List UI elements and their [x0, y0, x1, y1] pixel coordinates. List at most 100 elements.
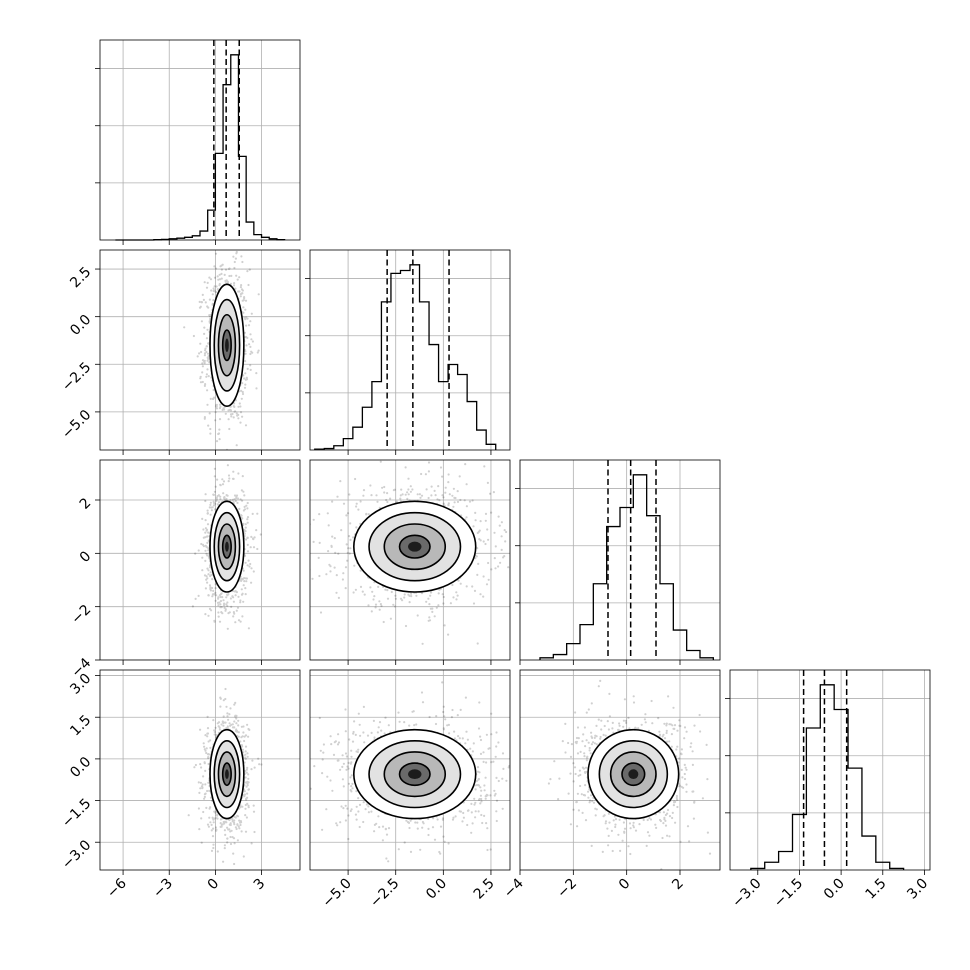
hist-panel-2 [515, 459, 721, 665]
grid-y [100, 68, 300, 184]
scatter-point [205, 345, 208, 348]
scatter-point [215, 496, 218, 499]
scatter-point [484, 519, 487, 522]
scatter-point [456, 714, 459, 717]
scatter-point [201, 359, 205, 362]
grid-x [122, 250, 262, 450]
scatter-point [214, 811, 217, 814]
scatter-point [486, 794, 489, 797]
scatter-point [430, 591, 433, 594]
scatter-point [478, 538, 481, 541]
scatter-point [244, 830, 248, 833]
scatter-point [236, 501, 239, 504]
scatter-point [239, 806, 242, 809]
scatter-point [206, 305, 209, 308]
scatter-point [229, 282, 233, 285]
scatter-point [474, 810, 477, 813]
scatter-point [250, 842, 253, 845]
scatter-point [232, 501, 235, 504]
scatter-point [384, 588, 387, 591]
scatter-point [431, 607, 434, 610]
scatter-point [206, 753, 210, 756]
scatter-point [234, 816, 237, 819]
scatter-point [248, 268, 251, 271]
scatter-point [205, 575, 208, 578]
scatter-point [225, 603, 228, 606]
scatter-point [250, 312, 253, 315]
scatter-point [209, 586, 212, 589]
scatter-point [399, 597, 403, 600]
scatter-point [245, 377, 248, 380]
scatter-point [239, 514, 243, 517]
scatter-point [219, 495, 222, 498]
scatter-point [256, 547, 259, 551]
hist-panel-frame [99, 39, 301, 241]
scatter-point [507, 766, 510, 769]
scatter-point [207, 306, 210, 309]
scatter-point [216, 288, 219, 291]
scatter-point [246, 521, 249, 524]
scatter-point [245, 768, 248, 771]
scatter-point [233, 498, 236, 501]
scatter-point [213, 730, 216, 734]
scatter-point [201, 365, 204, 368]
scatter-point [369, 484, 372, 487]
scatter-point [477, 530, 480, 534]
scatter-point [209, 796, 213, 799]
scatter-point [373, 736, 376, 739]
scatter-point [241, 390, 244, 394]
scatter-point [242, 725, 245, 728]
scatter-point [213, 592, 216, 596]
scatter-point [394, 597, 397, 600]
scatter-point [221, 408, 224, 411]
scatter-point [219, 825, 222, 829]
scatter-point [494, 755, 497, 758]
scatter-point [218, 601, 221, 604]
scatter-point [206, 823, 210, 826]
scatter-point [474, 519, 477, 522]
scatter-point [203, 354, 206, 357]
scatter-point [479, 735, 482, 738]
scatter-point [212, 827, 215, 830]
scatter-point [223, 273, 226, 276]
scatter-point [223, 606, 226, 610]
scatter-point [246, 796, 249, 799]
scatter-point [236, 814, 239, 818]
scatter-point [435, 606, 438, 609]
scatter-point [312, 518, 315, 521]
scatter-point [220, 268, 223, 271]
scatter-point [222, 480, 226, 483]
scatter-point [231, 819, 234, 822]
scatter-point [452, 596, 455, 599]
scatter-point [245, 580, 248, 583]
scatter-point [235, 497, 238, 500]
scatter-point [458, 475, 461, 478]
scatter-point [400, 488, 403, 491]
scatter-point [224, 697, 227, 701]
scatter-point [223, 822, 226, 825]
scatter-point [244, 781, 247, 784]
scatter-point [472, 742, 475, 745]
scatter-point [232, 852, 235, 855]
scatter-point [240, 389, 243, 392]
scatter-point [246, 367, 249, 370]
scatter-point [317, 556, 320, 560]
scatter-point [443, 715, 446, 718]
scatter-point [249, 368, 252, 371]
scatter-point [239, 821, 242, 824]
scatter-point [205, 806, 208, 810]
scatter-point [228, 828, 231, 831]
scatter-point [212, 817, 215, 820]
scatter-point [206, 523, 210, 526]
scatter-point [478, 701, 481, 704]
scatter-point [226, 725, 229, 728]
scatter-point [247, 283, 250, 287]
scatter-point [213, 490, 216, 493]
scatter-point [472, 602, 476, 605]
scatter-point [378, 600, 381, 603]
scatter-point [235, 729, 239, 733]
scatter-point [237, 735, 240, 738]
scatter-point [444, 718, 447, 721]
scatter-point [208, 607, 212, 611]
scatter-point [206, 328, 209, 331]
